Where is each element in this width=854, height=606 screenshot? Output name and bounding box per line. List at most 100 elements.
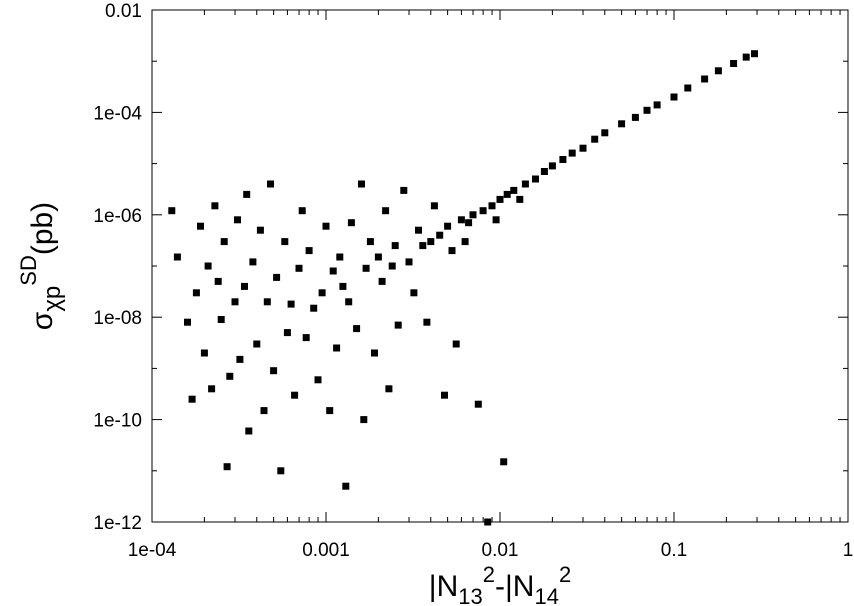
data-point [430,202,438,210]
data-point [452,340,460,348]
data-point [326,407,334,415]
data-point [503,190,511,198]
data-point [318,289,326,297]
data-point [548,162,556,170]
data-point [358,180,365,188]
data-point [400,186,408,194]
y-tick-label: 1e-04 [93,103,142,124]
data-point [479,207,487,215]
data-point [714,67,722,75]
x-axis-title: |N132-|N142 [429,562,571,606]
data-point [270,367,278,375]
data-point [441,391,448,399]
data-point [510,186,518,194]
data-point [329,267,337,275]
data-point [263,298,271,306]
data-point [223,463,231,471]
data-point [382,207,390,215]
data-point [184,318,191,326]
y-axis-title: σχpSD(pb) [16,202,66,330]
data-point [532,175,539,183]
data-point [243,190,251,198]
data-point [305,247,313,255]
x-tick-label: 1 [843,540,854,561]
data-point [208,385,216,393]
data-points [168,50,758,526]
data-point [226,372,234,380]
data-point [345,298,353,306]
data-point [362,264,370,272]
data-point [388,262,396,270]
data-point [410,289,418,297]
y-tick-label: 1e-10 [93,411,142,432]
data-point [465,219,473,227]
data-point [457,216,465,224]
axis-ticks [151,9,849,523]
data-point [245,427,253,435]
data-point [220,238,228,246]
data-point [500,458,508,466]
data-point [204,262,212,270]
data-point [474,400,482,408]
data-point [360,416,368,424]
x-axis-title-sup2: 2 [559,562,571,587]
y-tick-label: 0.01 [105,1,142,22]
data-point [283,329,291,337]
data-point [378,277,386,285]
data-point [192,289,200,297]
data-point [521,180,529,188]
data-point [492,216,500,224]
data-point [347,219,355,227]
data-point [391,242,399,250]
data-point [211,202,219,210]
tick-labels: 1e-04 0.001 0.01 0.1 1 1e-12 1e-10 1e-08 1e-06 1e… [93,1,853,561]
data-point [374,253,382,261]
data-point [742,53,750,61]
x-axis-title-sub1: 13 [458,584,482,606]
data-point [291,391,299,399]
y-tick-label: 1e-06 [93,206,142,227]
data-point [200,349,208,357]
data-point [336,253,344,261]
data-point [214,277,222,285]
y-axis-title-unit: (pb) [26,202,59,255]
data-point [568,149,576,157]
data-point [643,106,651,114]
data-point [277,467,285,475]
data-point [444,222,452,230]
data-point [287,300,295,308]
x-tick-label: 0.001 [302,540,350,561]
data-point [540,168,548,175]
data-point [298,207,306,215]
x-axis-title-sup1: 2 [483,562,495,587]
data-point [427,238,435,246]
x-tick-label: 0.01 [482,540,519,561]
data-point [751,50,758,58]
x-axis-title-base: |N [429,570,458,603]
data-point [394,321,402,329]
data-point [601,129,609,137]
y-axis-title-base: σ [26,311,59,330]
data-point [234,216,241,224]
data-point [419,242,427,250]
data-point [653,101,661,109]
y-tick-label: 1e-08 [93,308,142,329]
data-point [342,482,350,490]
x-tick-label: 0.1 [661,540,687,561]
y-axis-title-sub: χp [39,286,66,312]
data-point [249,258,257,266]
data-point [339,282,347,290]
data-point [423,318,431,326]
data-point [385,385,393,393]
data-point [173,253,181,261]
data-point [405,258,413,266]
data-point [333,344,341,352]
data-point [188,395,196,403]
data-point [217,316,225,323]
data-point [415,226,422,234]
data-point [461,238,469,246]
data-point [295,264,303,272]
data-point [366,238,374,246]
y-axis-title-sup: SD [16,255,41,286]
